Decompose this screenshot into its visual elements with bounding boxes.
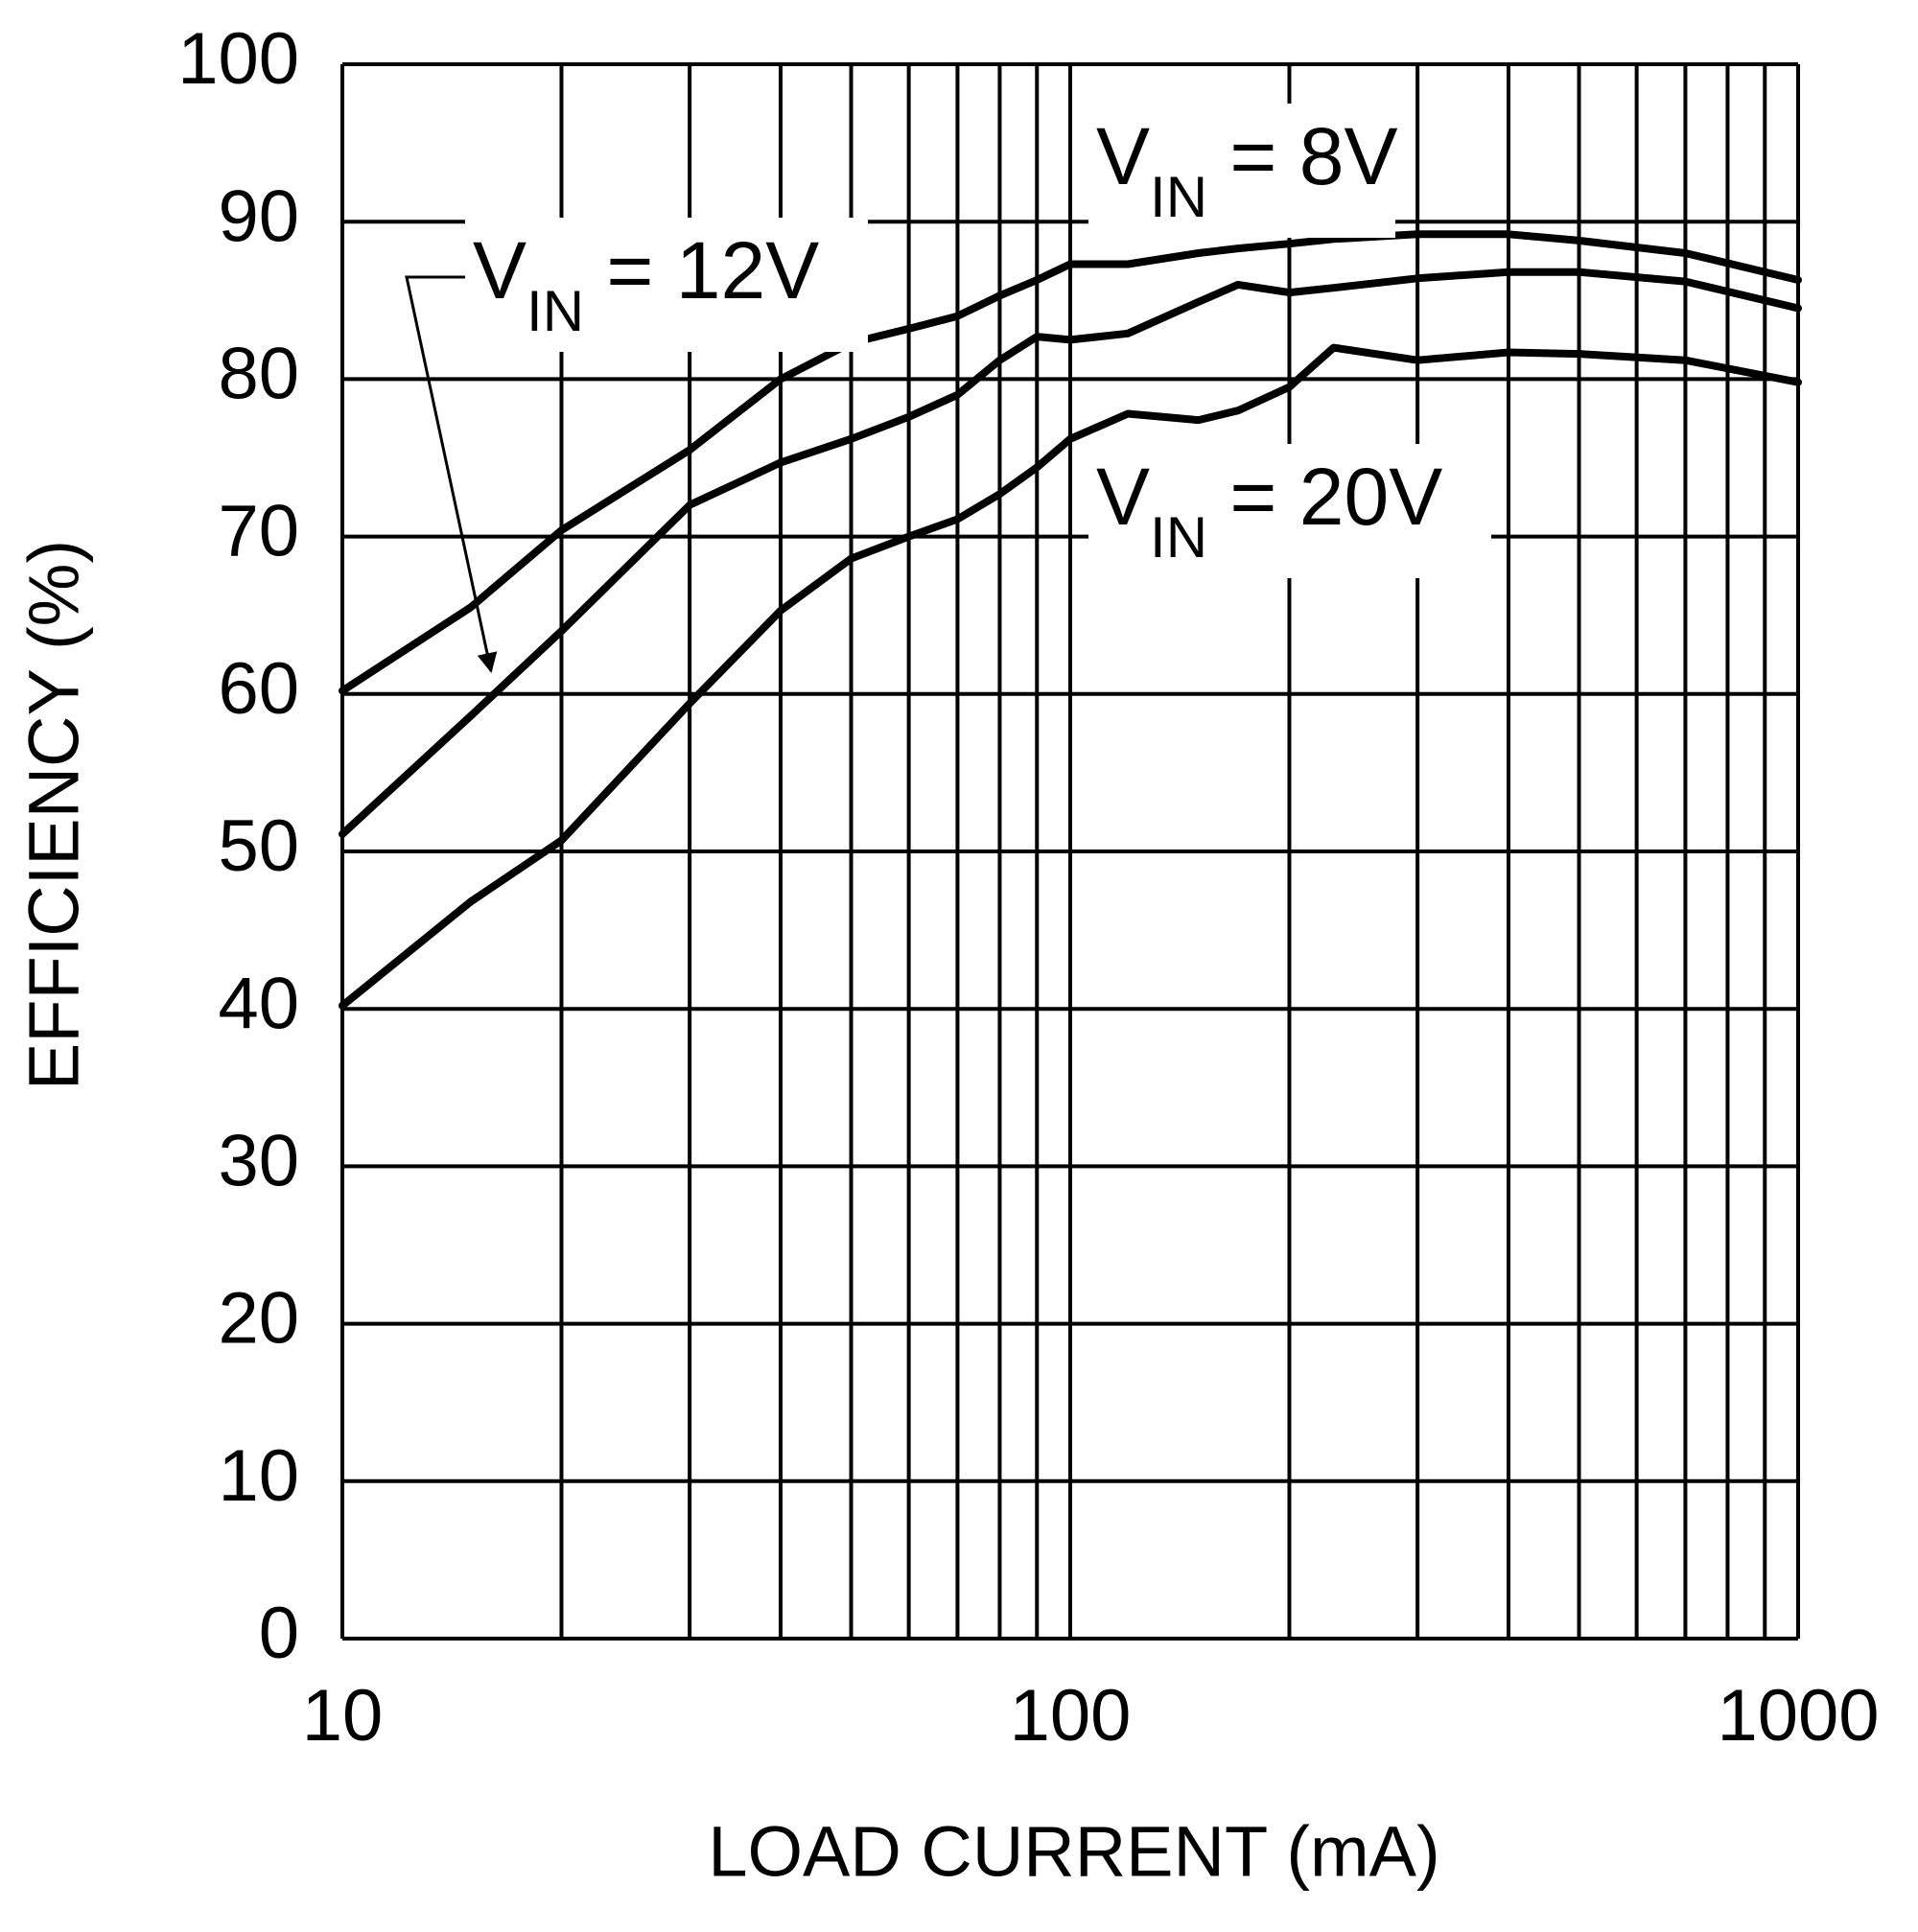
label-background (465, 218, 868, 352)
y-axis-title: EFFICIENCY (%) (14, 540, 94, 1090)
series-line (339, 230, 1802, 695)
y-tick-label: 20 (218, 1278, 299, 1360)
y-tick-label: 10 (218, 1435, 299, 1517)
series-label: VIN = 8V (1096, 111, 1398, 229)
y-tick-label: 80 (218, 333, 299, 414)
label-background (1088, 444, 1491, 578)
x-tick-label: 100 (1010, 1675, 1132, 1757)
y-tick-label: 50 (218, 805, 299, 887)
x-tick-label: 1000 (1717, 1675, 1879, 1757)
y-tick-label: 0 (259, 1593, 299, 1674)
label-background (1088, 104, 1395, 238)
y-tick-label: 40 (218, 963, 299, 1044)
x-tick-label: 10 (302, 1675, 384, 1757)
y-tick-label: 30 (218, 1120, 299, 1201)
annotation-arrow (405, 275, 498, 674)
grid (340, 62, 1800, 1641)
curves (339, 230, 1802, 1010)
series-label: VIN = 12V (473, 225, 819, 343)
series-line (339, 343, 1802, 1010)
y-tick-label: 90 (218, 175, 299, 257)
series-label: VIN = 20V (1096, 452, 1442, 570)
y-tick-label: 100 (177, 18, 299, 100)
series-line (339, 268, 1802, 838)
y-tick-label: 70 (218, 491, 299, 572)
y-tick-label: 60 (218, 648, 299, 730)
x-axis-title: LOAD CURRENT (mA) (708, 1812, 1439, 1892)
